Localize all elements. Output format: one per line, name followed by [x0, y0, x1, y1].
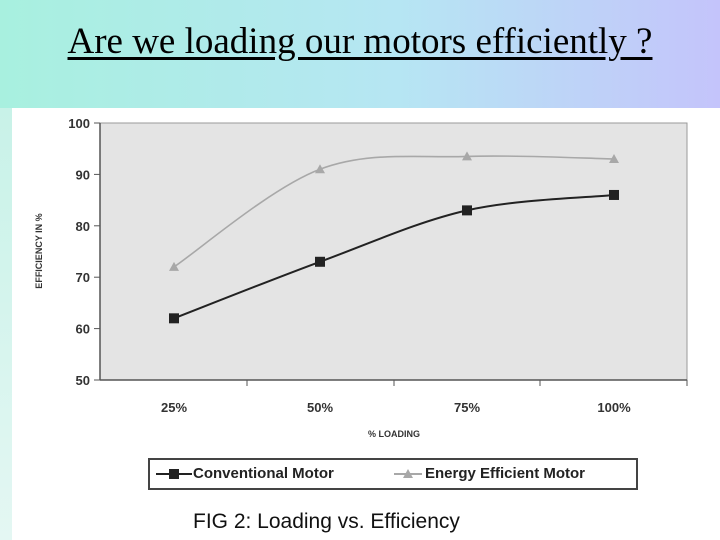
legend-label-conventional: Conventional Motor — [193, 465, 334, 482]
y-tick-label: 50 — [76, 373, 90, 388]
legend-label-efficient: Energy Efficient Motor — [425, 465, 586, 482]
legend-marker-efficient — [403, 469, 413, 478]
data-point-efficient — [169, 261, 179, 271]
data-point-conventional — [315, 256, 325, 267]
x-tick-label: 100% — [597, 400, 631, 415]
y-tick-label: 100 — [68, 116, 90, 131]
y-axis-title: EFFICIENCY IN % — [34, 213, 44, 288]
series-line-conventional — [173, 193, 615, 320]
figure-caption: FIG 2: Loading vs. Efficiency — [193, 510, 460, 533]
data-point-efficient — [609, 153, 619, 163]
data-point-conventional — [462, 205, 472, 216]
x-tick-label: 75% — [454, 400, 480, 415]
plot-area — [99, 122, 688, 381]
legend-swatches — [156, 469, 422, 479]
legend-marker-conventional — [169, 469, 179, 479]
x-axis-title: % LOADING — [368, 429, 420, 439]
data-point-efficient — [315, 164, 325, 174]
y-tick-label: 70 — [76, 270, 90, 285]
y-tick-label: 80 — [76, 219, 90, 234]
series-line-efficient — [173, 155, 615, 268]
slide-title: Are we loading our motors efficiently ? — [67, 21, 653, 62]
chart-legend: Conventional Motor Energy Efficient Moto… — [148, 458, 638, 490]
data-point-conventional — [169, 313, 179, 324]
y-tick-label: 90 — [76, 167, 90, 182]
data-point-efficient — [462, 151, 472, 161]
data-point-conventional — [609, 189, 619, 200]
x-tick-label: 25% — [161, 400, 187, 415]
left-decorative-strip — [0, 108, 12, 540]
y-tick-label: 60 — [76, 322, 90, 337]
title-banner — [0, 0, 720, 108]
x-tick-label: 50% — [307, 400, 333, 415]
